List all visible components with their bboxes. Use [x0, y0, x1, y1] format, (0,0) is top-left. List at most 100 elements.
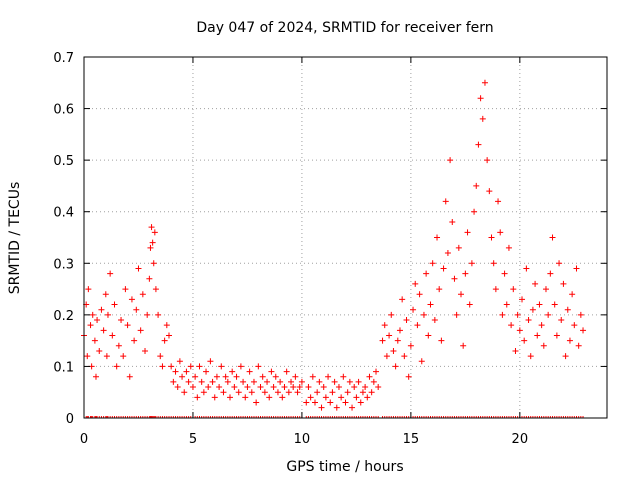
data-point	[220, 389, 227, 396]
data-point	[536, 301, 543, 308]
data-point	[580, 327, 587, 334]
data-point	[412, 280, 419, 287]
data-point	[564, 306, 571, 313]
grid	[84, 57, 607, 418]
data-point	[329, 389, 336, 396]
data-point	[203, 368, 210, 375]
data-point	[357, 399, 364, 406]
data-point	[84, 353, 91, 360]
data-point	[386, 332, 393, 339]
data-point	[115, 342, 122, 349]
data-point	[529, 306, 536, 313]
data-point	[198, 378, 205, 385]
data-point	[152, 286, 159, 293]
data-point	[575, 342, 582, 349]
data-point	[159, 363, 166, 370]
data-point	[495, 198, 502, 205]
data-point	[281, 384, 288, 391]
data-point	[305, 384, 312, 391]
data-point	[288, 378, 295, 385]
data-point	[192, 373, 199, 380]
data-point	[457, 291, 464, 298]
data-point	[242, 394, 249, 401]
data-point	[316, 378, 323, 385]
data-point	[508, 322, 515, 329]
data-point	[551, 301, 558, 308]
data-point	[514, 311, 521, 318]
data-point	[353, 394, 360, 401]
data-point	[94, 317, 101, 324]
data-point	[440, 265, 447, 272]
data-point	[109, 332, 116, 339]
data-point	[148, 224, 155, 231]
data-point	[344, 389, 351, 396]
data-point	[556, 260, 563, 267]
data-point	[135, 265, 142, 272]
data-point	[314, 389, 321, 396]
data-point	[309, 373, 316, 380]
data-point	[147, 244, 154, 251]
data-point	[294, 389, 301, 396]
data-point	[235, 389, 242, 396]
data-point	[261, 389, 268, 396]
data-point	[359, 389, 366, 396]
data-point	[224, 378, 231, 385]
data-point	[268, 368, 275, 375]
x-tick-label: 10	[294, 432, 311, 447]
data-point	[285, 389, 292, 396]
data-point	[231, 384, 238, 391]
data-point	[342, 399, 349, 406]
data-point	[311, 399, 318, 406]
data-point	[394, 337, 401, 344]
data-point	[340, 373, 347, 380]
data-point	[137, 327, 144, 334]
data-point	[149, 239, 156, 246]
data-point	[503, 301, 510, 308]
data-point	[124, 322, 131, 329]
data-point	[102, 291, 109, 298]
data-point	[403, 317, 410, 324]
data-point	[499, 311, 506, 318]
data-point	[540, 342, 547, 349]
data-point	[253, 399, 260, 406]
x-axis-label: GPS time / hours	[286, 459, 403, 475]
data-point	[233, 373, 240, 380]
data-point	[296, 384, 303, 391]
data-point	[270, 384, 277, 391]
chart-title: Day 047 of 2024, SRMTID for receiver fer…	[196, 20, 493, 36]
data-point	[532, 280, 539, 287]
data-point	[170, 378, 177, 385]
data-point	[322, 394, 329, 401]
y-tick-label: 0.5	[53, 154, 74, 169]
data-point	[527, 353, 534, 360]
data-point	[521, 337, 528, 344]
data-point	[490, 260, 497, 267]
data-point	[185, 378, 192, 385]
data-point	[477, 95, 484, 102]
data-point	[205, 384, 212, 391]
data-point	[416, 291, 423, 298]
data-point	[187, 363, 194, 370]
data-point	[368, 389, 375, 396]
data-point	[161, 337, 168, 344]
data-point	[298, 378, 305, 385]
data-point	[434, 234, 441, 241]
data-point	[519, 296, 526, 303]
data-point	[250, 378, 257, 385]
data-point	[449, 219, 456, 226]
data-point	[392, 363, 399, 370]
data-point	[92, 373, 99, 380]
data-point	[318, 404, 325, 411]
data-point	[98, 306, 105, 313]
data-point	[468, 260, 475, 267]
data-point	[200, 389, 207, 396]
data-point	[118, 317, 125, 324]
data-point	[388, 311, 395, 318]
data-point	[346, 378, 353, 385]
data-point	[144, 311, 151, 318]
data-point	[240, 378, 247, 385]
data-point	[151, 229, 158, 236]
y-axis: 0 0.1 0.2 0.3 0.4 0.5 0.6 0.7	[53, 51, 607, 427]
data-point	[462, 270, 469, 277]
data-point	[133, 306, 140, 313]
